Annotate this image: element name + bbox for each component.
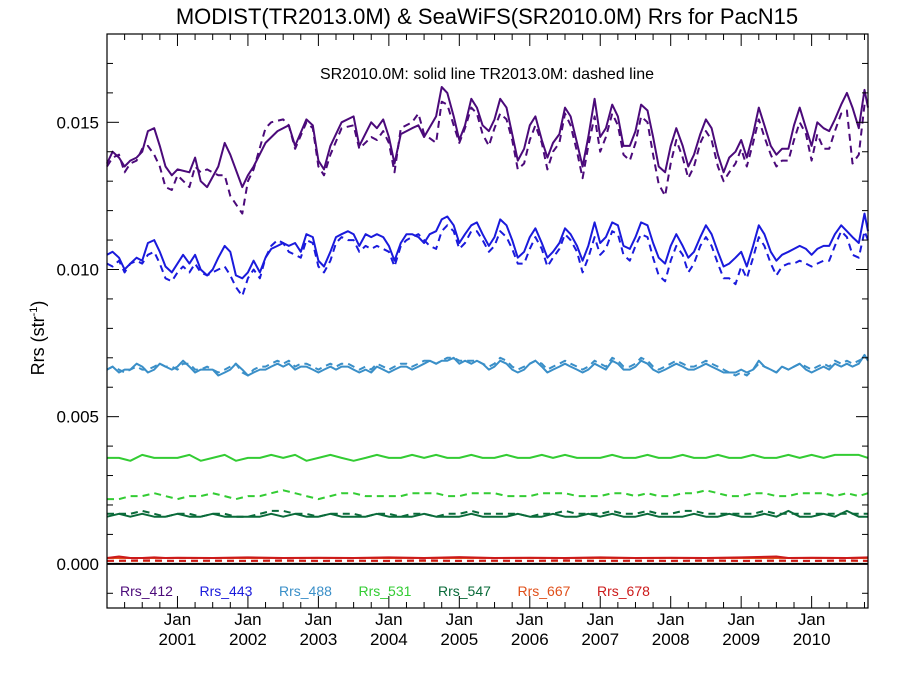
plot-area — [106, 86, 869, 565]
line-style-annotation: SR2010.0M: solid line TR2013.0M: dashed … — [320, 66, 654, 83]
x-tick-label-month: Jan — [446, 610, 473, 629]
series-line-rrs-443-dashed — [106, 224, 869, 297]
x-tick-label-month: Jan — [305, 610, 332, 629]
y-axis-label-superscript: -1 — [28, 307, 40, 317]
x-tick-label-month: Jan — [375, 610, 402, 629]
series-line-rrs-488-solid — [106, 353, 869, 377]
series-line-rrs-678-solid — [106, 555, 869, 559]
x-tick-label-month: Jan — [657, 610, 684, 629]
x-tick-label-year: 2005 — [440, 630, 478, 649]
legend-entry-rrs-678: Rrs_678 — [597, 583, 650, 599]
x-tick-label-year: 2003 — [299, 630, 337, 649]
legend-entry-rrs-531: Rrs_531 — [359, 583, 412, 599]
x-tick-label-year: 2006 — [511, 630, 549, 649]
y-tick-label: 0.000 — [56, 555, 99, 574]
legend-entry-rrs-443: Rrs_443 — [200, 583, 253, 599]
y-axis-label-text: Rrs (str — [28, 316, 48, 375]
series-line-rrs-547-solid — [106, 509, 868, 518]
series-line-rrs-412-solid — [106, 86, 869, 189]
series-line-rrs-547-dashed — [107, 509, 868, 518]
legend-entry-rrs-547: Rrs_547 — [438, 583, 491, 599]
y-axis-label-close: ) — [28, 301, 48, 307]
y-tick-label: 0.010 — [56, 260, 99, 279]
axes: 0.0000.0050.0100.015Jan2001Jan2002Jan200… — [56, 33, 869, 649]
x-tick-label-month: Jan — [516, 610, 543, 629]
x-tick-label-year: 2004 — [370, 630, 408, 649]
x-tick-label-month: Jan — [234, 610, 261, 629]
x-tick-label-month: Jan — [798, 610, 825, 629]
plot-frame — [106, 33, 869, 609]
series-line-rrs-531-dashed — [107, 489, 869, 501]
legend-entry-rrs-488: Rrs_488 — [279, 583, 332, 599]
y-tick-label: 0.015 — [56, 113, 99, 132]
x-tick-label-year: 2002 — [229, 630, 267, 649]
x-tick-label-year: 2008 — [652, 630, 690, 649]
x-tick-label-year: 2010 — [793, 630, 831, 649]
series-line-rrs-412-dashed — [106, 100, 869, 215]
x-tick-label-month: Jan — [164, 610, 191, 629]
x-tick-label-year: 2009 — [722, 630, 760, 649]
series-line-rrs-531-solid — [107, 453, 869, 462]
series-line-rrs-678-dashed — [106, 559, 869, 562]
series-line-rrs-443-solid — [106, 212, 869, 280]
chart-title: MODIST(TR2013.0M) & SeaWiFS(SR2010.0M) R… — [176, 4, 798, 29]
x-tick-label-year: 2001 — [159, 630, 197, 649]
y-axis-label: Rrs (str-1) — [28, 301, 48, 376]
legend: Rrs_412 Rrs_443 Rrs_488 Rrs_531 Rrs_547 Rrs_6… — [120, 583, 650, 599]
legend-entry-rrs-667: Rrs_667 — [518, 583, 571, 599]
x-tick-label-month: Jan — [587, 610, 614, 629]
legend-entry-rrs-412: Rrs_412 — [120, 583, 173, 599]
y-tick-label: 0.005 — [56, 408, 99, 427]
x-tick-label-year: 2007 — [581, 630, 619, 649]
x-tick-label-month: Jan — [727, 610, 754, 629]
